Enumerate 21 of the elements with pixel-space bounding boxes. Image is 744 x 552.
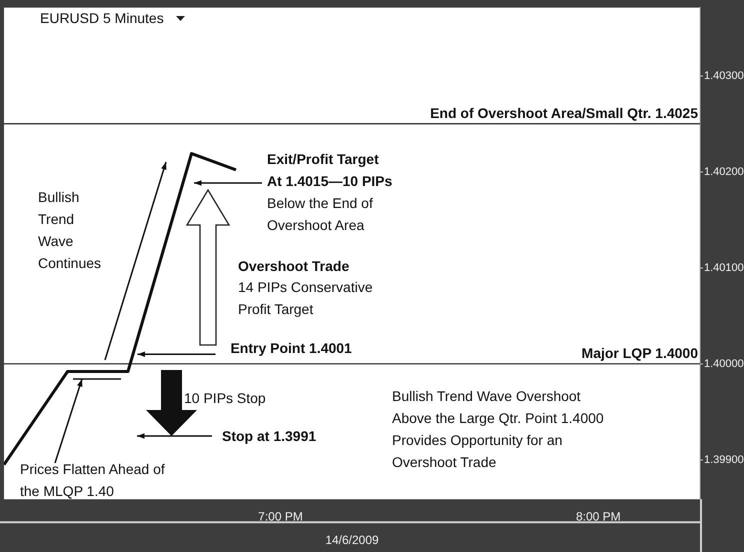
annotation: Exit/Profit Target At 1.4015—10 PIPs [267, 150, 392, 191]
x-axis-title: 14/6/2009 [325, 533, 380, 548]
annotation: Overshoot Trade [238, 257, 350, 276]
y-tick-label: 1.40000 [704, 358, 744, 370]
x-tick-label: 7:00 PM [258, 510, 303, 524]
annotation: Bullish Trend Wave Continues [38, 188, 102, 273]
y-tick-label: 1.40300 [704, 70, 744, 82]
y-tick-label: 1.40100 [704, 262, 744, 274]
annotation: Prices Flatten Ahead of the MLQP 1.40 [20, 460, 165, 501]
x-tick-label: 8:00 PM [576, 510, 621, 524]
y-tick-label: 1.39900 [704, 454, 744, 466]
annotation: Below the End of Overshoot Area [267, 194, 373, 235]
annotation: Stop at 1.3991 [222, 427, 316, 446]
y-tick-label: 1.40200 [704, 166, 744, 178]
ref-line-label: End of Overshoot Area/Small Qtr. 1.4025 [430, 104, 698, 123]
annotation: Bullish Trend Wave Overshoot Above the Large Qtr. Point 1.4000 Provides Opportunity for an Overshoot Trade [392, 387, 604, 472]
annotation: 14 PIPs Conservative Profit Target [238, 278, 373, 319]
annotation: Entry Point 1.4001 [230, 339, 352, 358]
ref-line-label: Major LQP 1.4000 [582, 344, 698, 363]
chart-title: EURUSD 5 Minutes [40, 10, 164, 26]
annotation: 10 PIPs Stop [184, 389, 266, 408]
